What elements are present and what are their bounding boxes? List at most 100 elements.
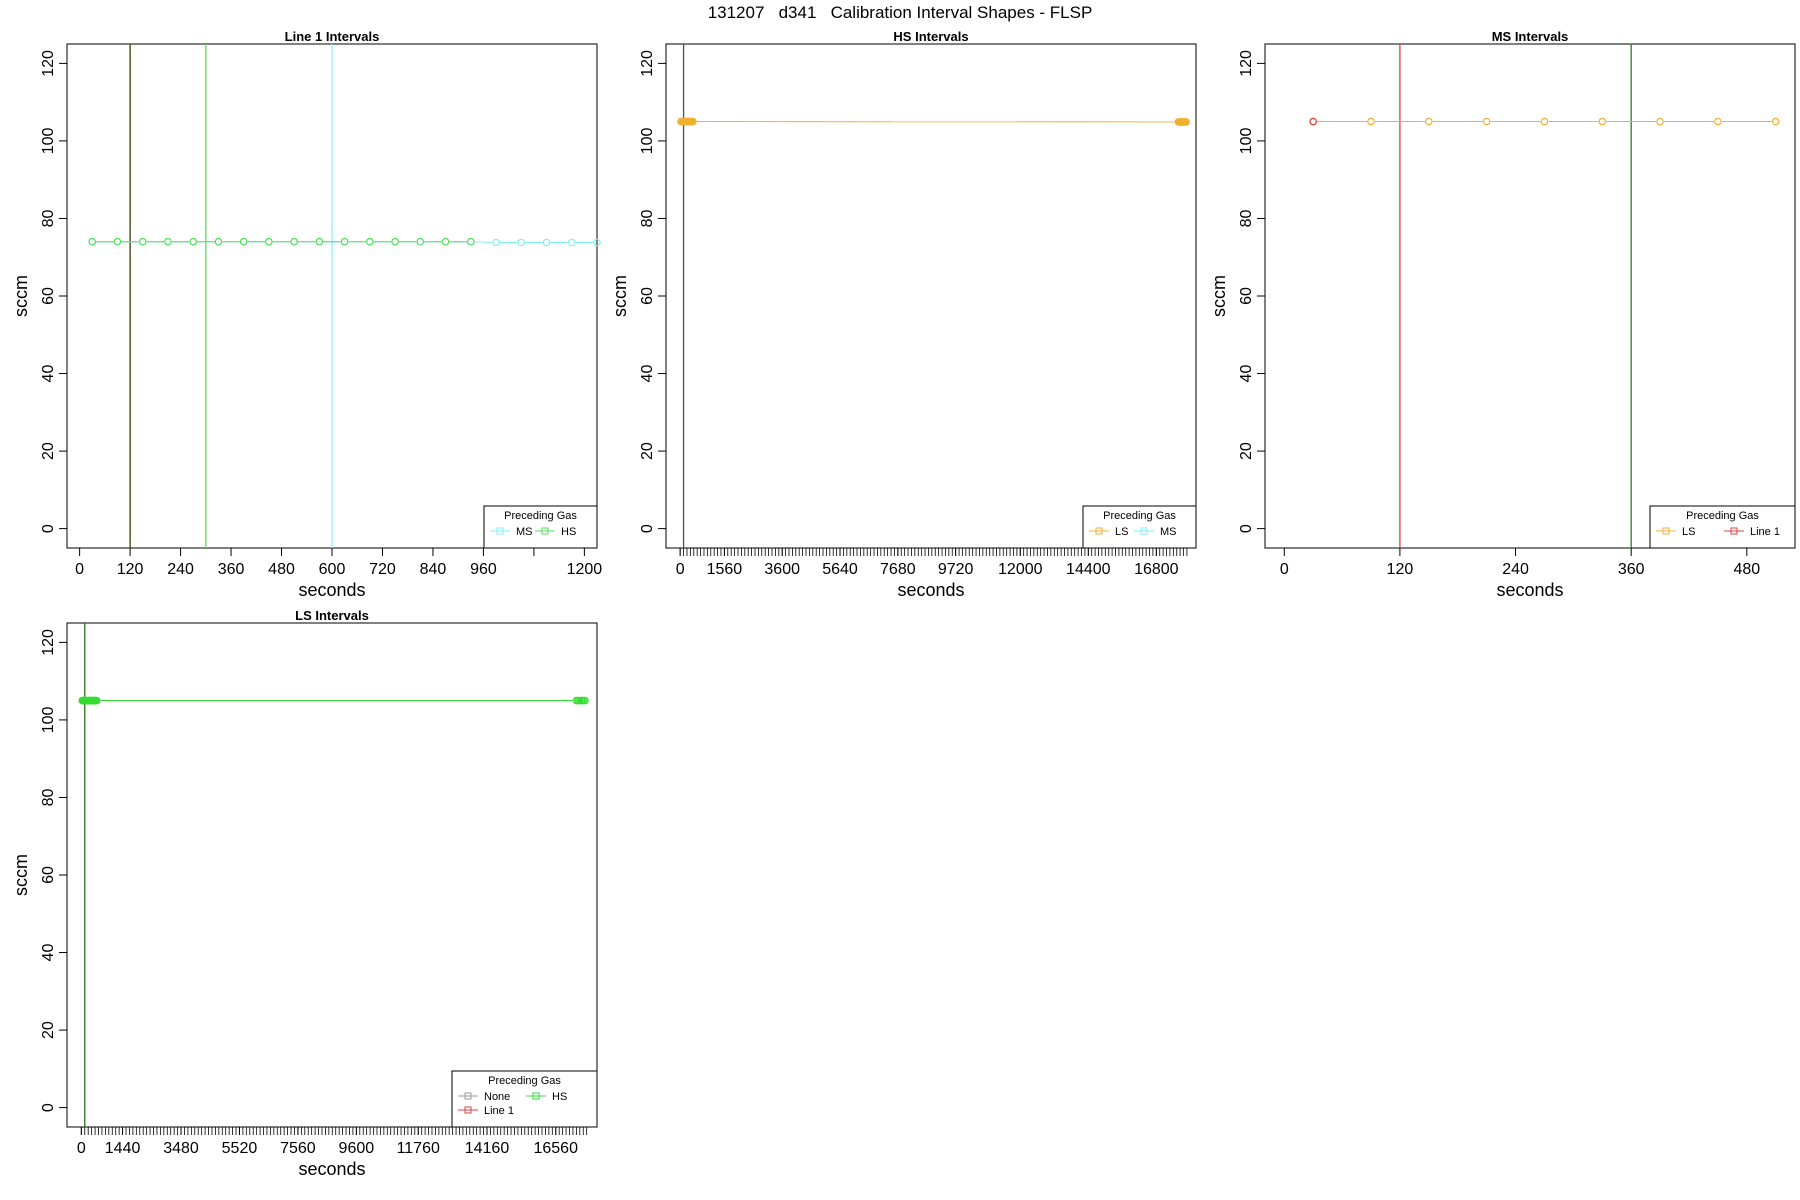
figure-title: 131207 d341 Calibration Interval Shapes … [707, 3, 1093, 22]
legend: Preceding Gas MS HS [483, 505, 598, 549]
legend-entry-label: MS [1160, 526, 1177, 538]
data-point [214, 237, 223, 246]
data-point [88, 237, 97, 246]
x-tick-label: 240 [1502, 561, 1529, 578]
y-tick-label: 20 [40, 1021, 57, 1039]
x-tick-label: 120 [117, 561, 144, 578]
y-tick-label: 60 [639, 287, 656, 305]
data-point [290, 237, 298, 246]
x-tick-label: 480 [268, 561, 295, 578]
legend-swatch-marker [1662, 527, 1670, 535]
x-tick-label: 600 [319, 561, 346, 578]
x-tick-label: 0 [77, 1140, 86, 1157]
chart-panel-2: HS Intervals 0 20 40 60 80 100 120 0 1560 3600 5640… [610, 29, 1197, 600]
data-point [416, 237, 425, 246]
data-point [517, 238, 526, 247]
chart-panel-3: MS Intervals 0 20 40 60 80 100 120 0 120 240 360 480… [1209, 29, 1796, 600]
y-tick-label: 40 [1238, 365, 1255, 383]
x-tick-label: 0 [75, 561, 84, 578]
x-tick-label: 3480 [163, 1140, 199, 1157]
y-tick-label: 100 [40, 706, 57, 733]
data-point [1182, 118, 1190, 126]
x-tick-label: 360 [218, 561, 245, 578]
legend-title: Preceding Gas [1103, 510, 1176, 522]
y-tick-label: 60 [1238, 287, 1255, 305]
x-tick-label: 7680 [880, 561, 916, 578]
data-point [1771, 117, 1780, 126]
y-tick-label: 20 [1238, 442, 1255, 460]
legend: Preceding Gas LS Line 1 [1649, 505, 1796, 549]
x-tick-label: 1200 [567, 561, 603, 578]
x-axis-label: seconds [1496, 580, 1563, 600]
x-tick-label: 120 [1387, 561, 1414, 578]
series-hs [88, 237, 475, 246]
x-tick-label: 960 [470, 561, 497, 578]
legend-swatch-marker [1730, 527, 1738, 535]
y-tick-label: 40 [40, 365, 57, 383]
data-point [265, 237, 273, 246]
legend-entry-label: None [484, 1091, 510, 1103]
data-point [689, 117, 697, 126]
x-tick-label: 0 [676, 561, 685, 578]
data-point [1309, 117, 1317, 126]
legend-entry-label: HS [552, 1091, 567, 1103]
data-point [1540, 117, 1549, 126]
legend: Preceding Gas None HS Line 1 [451, 1070, 598, 1128]
legend-swatch-marker [1140, 527, 1148, 535]
y-axis-label: sccm [1209, 275, 1229, 317]
legend-box [451, 1070, 598, 1128]
series-ls [1309, 117, 1780, 126]
x-tick-label: 9600 [339, 1140, 375, 1157]
legend: Preceding Gas LS MS [1082, 505, 1197, 549]
data-point [113, 237, 122, 246]
y-tick-label: 80 [40, 788, 57, 806]
data-point [1714, 117, 1722, 126]
data-point [567, 238, 576, 247]
x-tick-label: 9720 [938, 561, 974, 578]
x-tick-label: 240 [167, 561, 194, 578]
y-tick-label: 40 [40, 944, 57, 962]
y-tick-label: 40 [639, 365, 656, 383]
legend-swatch-marker [464, 1092, 472, 1100]
y-tick-label: 60 [40, 866, 57, 884]
legend-title: Preceding Gas [488, 1075, 561, 1087]
plot-frame [665, 43, 1197, 549]
data-point [467, 237, 475, 246]
y-tick-label: 0 [1238, 524, 1255, 533]
x-tick-label: 16560 [533, 1140, 578, 1157]
legend-title: Preceding Gas [1686, 510, 1759, 522]
data-point [239, 237, 248, 246]
x-tick-label: 1440 [105, 1140, 141, 1157]
data-point [593, 238, 601, 247]
x-axis-label: seconds [298, 580, 365, 600]
legend-swatch-marker [532, 1092, 540, 1100]
data-point [189, 237, 197, 246]
x-tick-label: 11760 [397, 1140, 440, 1157]
series-ls [677, 117, 1190, 126]
legend-box [1082, 505, 1197, 549]
x-tick-label: 7560 [280, 1140, 316, 1157]
legend-box [1649, 505, 1796, 549]
x-tick-label: 1560 [707, 561, 743, 578]
data-point [315, 237, 324, 246]
data-point [581, 696, 589, 705]
data-point [1425, 117, 1433, 126]
data-point [138, 237, 147, 246]
y-tick-label: 20 [639, 442, 656, 460]
panel-title: MS Intervals [1492, 29, 1569, 44]
legend-entry-label: Line 1 [1750, 526, 1780, 538]
data-point [492, 238, 500, 247]
y-axis-label: sccm [610, 275, 630, 317]
panel-title: HS Intervals [893, 29, 968, 44]
y-tick-label: 100 [639, 127, 656, 154]
legend-swatch-marker [496, 527, 504, 535]
data-point [441, 237, 450, 246]
y-tick-label: 100 [40, 127, 57, 154]
legend-swatch-marker [464, 1106, 472, 1114]
x-axis-label: seconds [298, 1159, 365, 1179]
x-tick-label: 5520 [222, 1140, 258, 1157]
legend-entry-label: HS [561, 526, 576, 538]
data-point [164, 237, 172, 246]
legend-entry-label: MS [516, 526, 533, 538]
